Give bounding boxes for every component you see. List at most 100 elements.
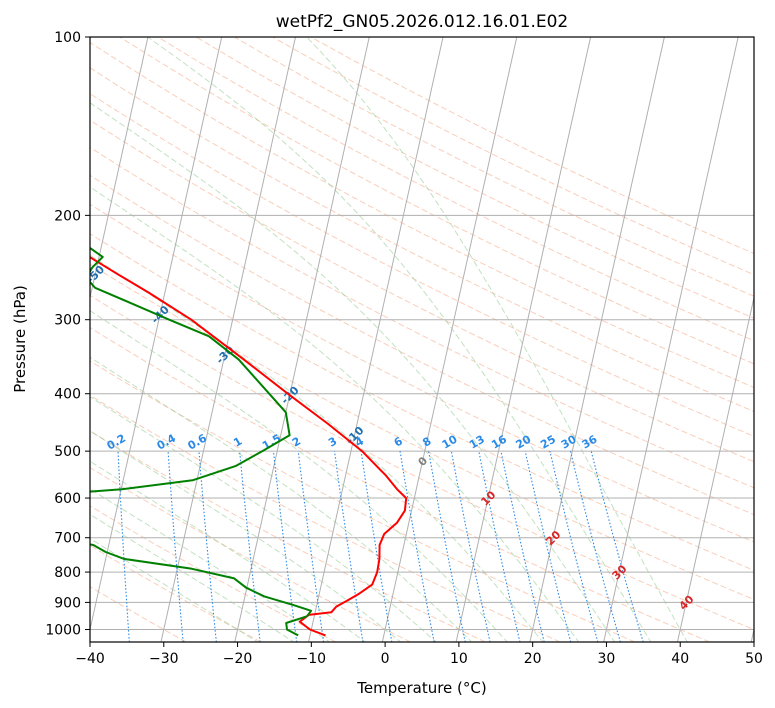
dry-adiabat — [90, 394, 561, 642]
x-tick-label: 40 — [671, 651, 689, 667]
mixing-ratio-label: 4 — [353, 434, 366, 449]
y-tick-label: 900 — [54, 595, 81, 611]
moist-adiabat — [90, 537, 259, 642]
dry-adiabat — [90, 294, 754, 631]
dry-adiabat — [90, 586, 187, 642]
x-axis: −40 −30 −20 −10 0 10 20 30 40 50 — [75, 642, 763, 667]
isotherm-label: 30 — [610, 562, 630, 582]
mixing-ratio-line — [549, 450, 599, 642]
x-tick-label: −10 — [297, 651, 327, 667]
y-tick-label: 500 — [54, 444, 81, 460]
dry-adiabat — [90, 263, 754, 601]
dry-adiabat — [310, 37, 754, 255]
x-tick-label: −20 — [223, 651, 253, 667]
background-lines — [90, 37, 754, 642]
mixing-ratio-line — [478, 450, 521, 642]
x-axis-title: Temperature (°C) — [356, 679, 486, 697]
mixing-ratio-label: 1 — [231, 435, 244, 450]
moist-adiabat — [306, 37, 688, 642]
dry-adiabat — [90, 146, 754, 489]
y-tick-label: 800 — [54, 565, 81, 581]
y-axis-title: Pressure (hPa) — [11, 285, 29, 393]
y-tick-label: 100 — [54, 30, 81, 46]
dry-adiabat — [90, 430, 486, 642]
mixing-ratio-labels: 0.1 0.2 0.4 0.6 1 1.5 2 3 4 6 8 10 13 16 20 25 30 36 — [105, 431, 600, 453]
mixing-ratio-line — [333, 451, 364, 642]
x-tick-label: 20 — [524, 651, 542, 667]
isotherm — [308, 37, 444, 642]
isotherm — [90, 37, 223, 632]
series-group — [90, 246, 408, 637]
dry-adiabat — [90, 467, 411, 642]
dry-adiabat — [234, 37, 754, 297]
dry-adiabat — [90, 93, 754, 437]
isotherm — [676, 295, 754, 642]
mixing-ratio-line — [117, 451, 130, 642]
y-tick-label: 1000 — [45, 623, 81, 639]
y-tick-label: 200 — [54, 208, 81, 224]
mixing-ratio-label: 0.2 — [105, 432, 128, 453]
isotherm — [90, 37, 149, 300]
isotherm-label: 10 — [478, 488, 498, 508]
dry-adiabat — [90, 174, 754, 516]
mixing-ratio-label: 8 — [420, 435, 433, 450]
moist-adiabat — [90, 513, 295, 642]
y-tick-label: 600 — [54, 491, 81, 507]
dry-adiabat — [90, 203, 754, 543]
moist-adiabat — [90, 310, 508, 642]
dry-adiabat — [195, 37, 754, 319]
isotherm — [529, 37, 665, 642]
x-tick-label: 50 — [745, 651, 763, 667]
mixing-ratio-label: 0.4 — [155, 431, 179, 452]
plot-frame — [89, 36, 755, 643]
isotherm — [160, 37, 296, 642]
isotherm — [750, 627, 754, 642]
isotherm-label: 40 — [677, 592, 697, 612]
moist-adiabat — [90, 488, 331, 642]
isotherm-label: 0 — [416, 454, 431, 469]
dry-adiabat — [90, 327, 710, 642]
x-tick-label: 0 — [381, 651, 390, 667]
mixing-ratio-label: 0.6 — [186, 431, 210, 452]
x-tick-label: 30 — [598, 651, 616, 667]
isotherm — [381, 37, 518, 642]
dewpoint-profile-line — [90, 246, 313, 637]
mixing-ratio-label: 6 — [392, 434, 405, 449]
mixing-ratio-label: 10 — [440, 432, 460, 451]
y-tick-label: 300 — [54, 313, 81, 329]
mixing-ratio-line — [198, 451, 217, 642]
moist-adiabat — [90, 430, 402, 642]
x-tick-label: −30 — [149, 651, 179, 667]
moist-adiabat — [90, 396, 437, 642]
moist-adiabat — [90, 460, 366, 642]
dry-adiabat — [90, 360, 636, 642]
moist-adiabat — [90, 186, 580, 642]
dry-adiabat — [119, 37, 754, 365]
isotherm-label: -60 — [19, 222, 42, 245]
dry-adiabat — [90, 544, 262, 642]
mixing-ratio-line — [500, 450, 545, 642]
mixing-ratio-label: 2 — [290, 435, 303, 450]
mixing-ratio-line — [590, 450, 644, 642]
mixing-ratio-line — [569, 450, 621, 642]
mixing-ratio-label: 16 — [489, 432, 509, 451]
chart-title: wetPf2_GN05.2026.012.16.01.E02 — [276, 12, 568, 32]
mixing-ratio-line — [167, 451, 184, 642]
mixing-ratio-label: 20 — [514, 432, 534, 451]
isotherm — [455, 37, 592, 642]
mixing-ratio-line — [428, 451, 466, 642]
mixing-ratio-label: 3 — [326, 435, 339, 450]
y-tick-label: 400 — [54, 387, 81, 403]
moist-adiabat — [147, 37, 652, 642]
mixing-ratio-line — [450, 451, 491, 642]
dry-adiabat — [90, 119, 754, 463]
x-tick-label: 10 — [450, 651, 468, 667]
dry-adiabat — [90, 233, 754, 571]
y-axis: 100 200 300 400 500 600 700 800 900 1000 — [45, 30, 90, 639]
temperature-profile-line — [90, 256, 408, 637]
y-tick-label: 700 — [54, 531, 81, 547]
mixing-ratio-line — [524, 450, 572, 642]
dry-adiabat — [157, 37, 754, 342]
moist-adiabat — [90, 102, 616, 642]
